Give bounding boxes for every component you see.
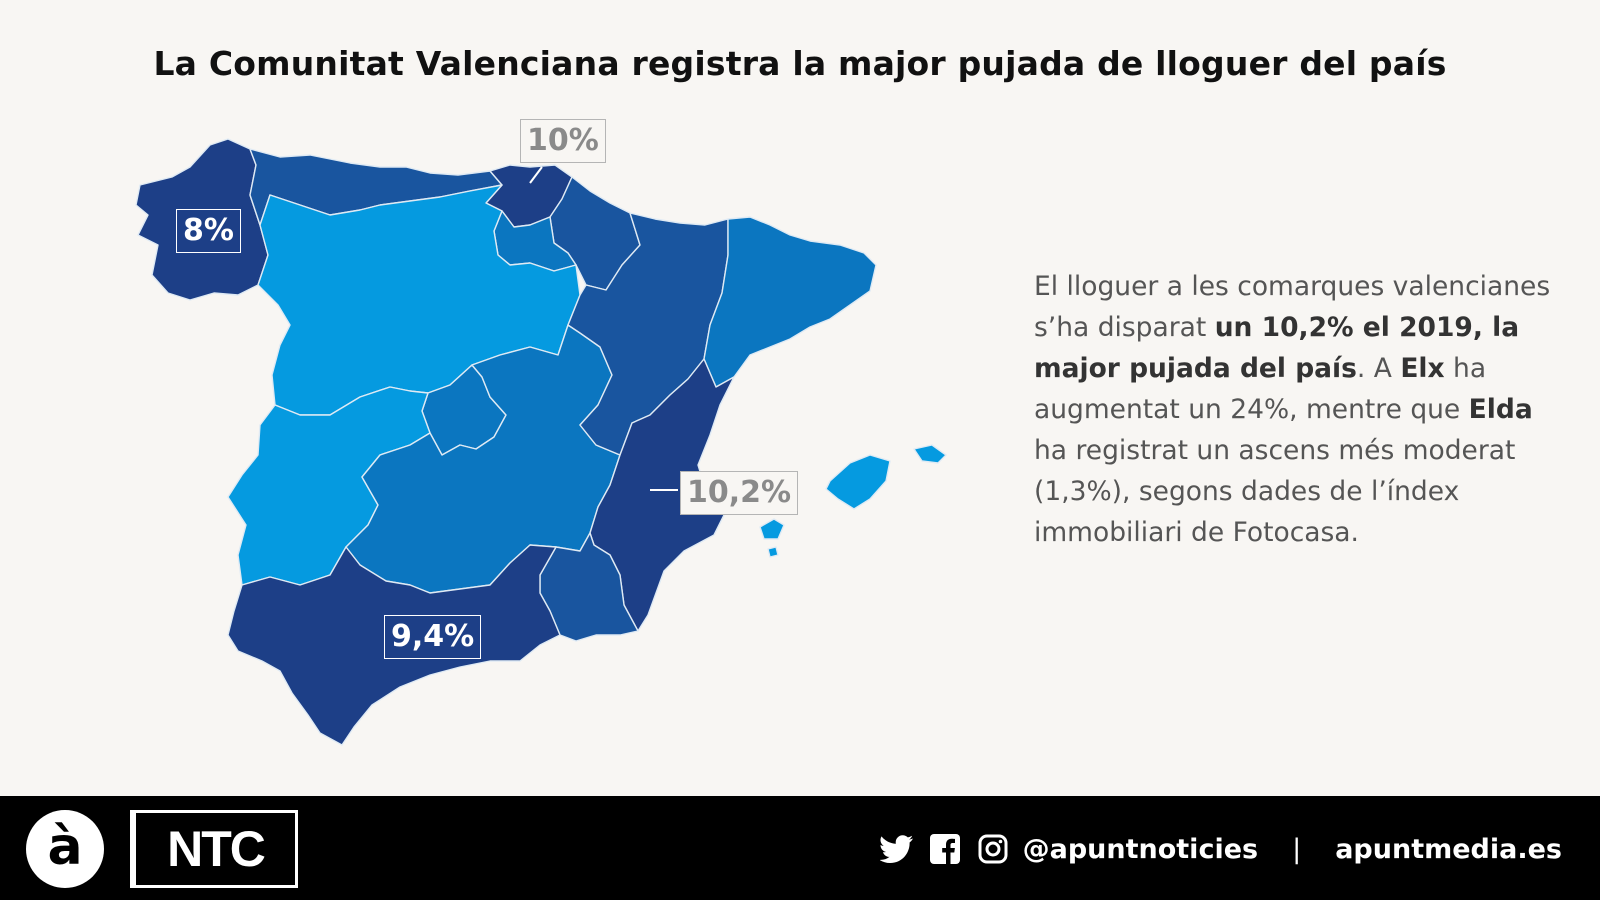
leader-line-pais-basc [529, 166, 543, 184]
desc-part-2: . A [1356, 353, 1401, 384]
label-galicia: 8% [176, 209, 241, 253]
desc-part-4: ha registrat un ascens més moderat (1,3%… [1034, 435, 1516, 548]
instagram-icon[interactable] [975, 831, 1011, 867]
region-andalusia [227, 544, 561, 746]
desc-highlight-pujada: un 10,2% el 2019, la major pujada del pa… [1034, 312, 1520, 384]
map-svg [135, 138, 947, 746]
social-handle[interactable]: @apuntnoticies [1022, 833, 1259, 865]
region-catalunya [703, 216, 877, 388]
footer-bar: à NTC @apuntnoticies | apuntmedia.es [0, 796, 1600, 900]
twitter-icon[interactable] [879, 831, 915, 867]
desc-part-1: El lloguer a les comarques valencianes s… [1034, 271, 1551, 343]
region-mallorca [825, 454, 891, 510]
desc-part-3: ha augmentat un 24%, mentre que [1034, 353, 1487, 425]
region-menorca [913, 444, 947, 464]
description-text: El lloguer a les comarques valencianes s… [1034, 266, 1554, 553]
desc-highlight-elda: Elda [1468, 394, 1533, 425]
desc-highlight-elx: Elx [1400, 353, 1445, 384]
social-links: @apuntnoticies | apuntmedia.es [879, 824, 1562, 874]
region-formentera [767, 546, 779, 558]
footer-separator: | [1292, 833, 1302, 865]
label-pais-basc: 10% [520, 119, 606, 163]
spain-map: 8% 10% 10,2% 9,4% [110, 115, 970, 775]
page-title: La Comunitat Valenciana registra la majo… [153, 44, 1447, 83]
label-andalusia: 9,4% [384, 615, 482, 659]
website-link[interactable]: apuntmedia.es [1335, 833, 1562, 865]
label-comunitat-valenciana: 10,2% [680, 471, 799, 515]
facebook-icon[interactable] [927, 831, 963, 867]
region-eivissa [759, 518, 785, 540]
apunt-logo[interactable]: à [26, 810, 104, 888]
ntc-logo[interactable]: NTC [130, 810, 298, 888]
